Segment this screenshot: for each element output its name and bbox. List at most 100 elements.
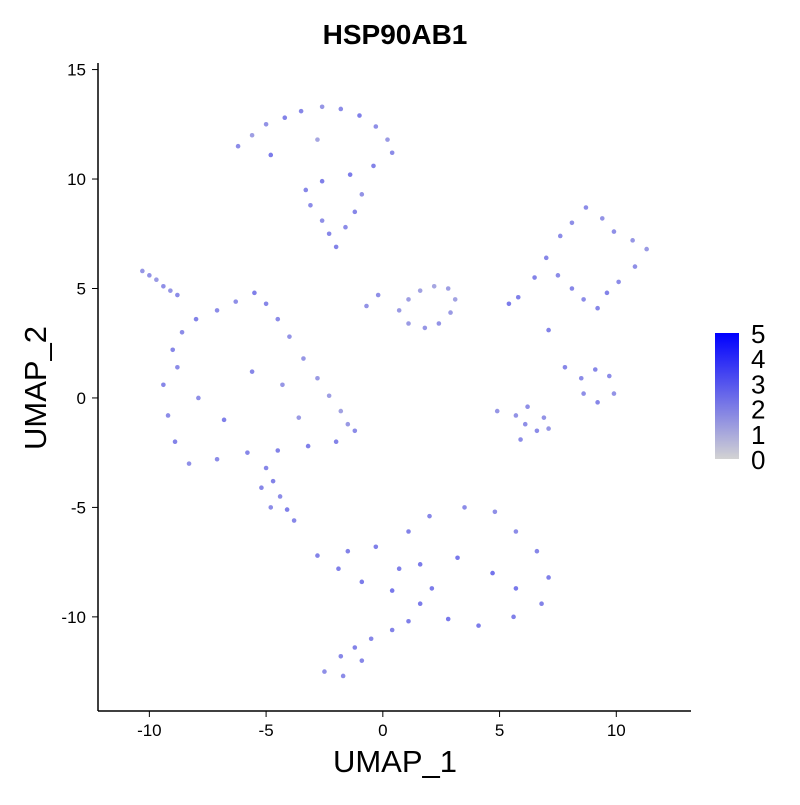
scatter-point-1-8 [357, 113, 362, 118]
scatter-point-6-7 [611, 229, 617, 234]
scatter-point-2-8 [275, 316, 281, 322]
x-tick-label-5: 10 [607, 721, 626, 740]
scatter-point-6-5 [583, 205, 589, 210]
scatter-point-1-6 [319, 104, 325, 110]
x-tick-label-3: 0 [378, 721, 387, 740]
scatter-point-2-3 [193, 316, 199, 322]
scatter-point-1-2 [249, 132, 255, 138]
scatter-point-1-19 [333, 244, 339, 250]
scatter-point-2-16 [333, 439, 339, 445]
scatter-point-2-13 [338, 408, 344, 414]
legend-gradient-bar [715, 333, 739, 459]
scatter-point-4-4 [284, 507, 290, 512]
x-tick-label-2: -5 [259, 721, 274, 740]
scatter-point-5-10 [406, 321, 411, 326]
scatter-point-6-8 [630, 238, 635, 243]
scatter-point-1-21 [352, 209, 358, 215]
scatter-point-4-3 [277, 494, 283, 499]
scatter-point-1-11 [389, 150, 395, 156]
scatter-point-2-11 [315, 375, 320, 381]
scatter-point-1-10 [385, 137, 390, 142]
legend-label-2: 4 [751, 344, 765, 374]
scatter-point-4-7 [259, 485, 264, 491]
scatter-point-3-3 [154, 277, 159, 283]
scatter-point-6-13 [595, 305, 600, 311]
scatter-point-2-28 [249, 369, 255, 374]
scatter-point-1-9 [373, 124, 379, 129]
scatter-point-2-26 [196, 395, 201, 401]
scatter-point-8-14 [462, 505, 467, 510]
scatter-point-8-29 [406, 618, 411, 624]
scatter-point-5-7 [448, 310, 453, 315]
scatter-point-2-24 [161, 382, 166, 388]
scatter-point-2-5 [233, 299, 239, 304]
scatter-point-2-30 [296, 415, 302, 420]
scatter-point-1-3 [263, 122, 269, 127]
scatter-point-8-28 [389, 627, 395, 633]
scatter-point-3-4 [161, 284, 166, 289]
scatter-point-1-20 [343, 224, 348, 230]
scatter-point-2-9 [287, 334, 292, 339]
scatter-point-1-7 [338, 106, 344, 112]
scatter-point-6-3 [557, 233, 563, 239]
scatter-point-2-23 [165, 413, 171, 418]
legend-label-3: 3 [751, 369, 765, 399]
scatter-point-4-1 [263, 465, 269, 471]
scatter-point-2-21 [186, 461, 192, 466]
scatter-point-1-12 [371, 163, 376, 169]
scatter-point-8-6 [445, 616, 451, 622]
scatter-point-1-16 [308, 203, 313, 208]
scatter-point-6-22 [592, 367, 598, 372]
scatter-point-6-12 [604, 290, 610, 296]
scatter-point-8-22 [513, 586, 519, 591]
scatter-point-6-25 [595, 400, 600, 405]
scatter-point-6-10 [632, 264, 638, 269]
scatter-point-3-2 [147, 273, 152, 278]
scatter-point-8-25 [338, 653, 344, 659]
scatter-point-7-6 [525, 404, 530, 410]
scatter-point-6-26 [581, 391, 586, 396]
scatter-point-2-2 [179, 329, 185, 335]
scatter-point-8-2 [336, 566, 341, 571]
scatter-point-7-3 [534, 428, 540, 434]
scatter-point-6-16 [555, 273, 561, 278]
scatter-point-8-26 [352, 645, 358, 650]
y-axis-ticks: -10 -5 0 5 10 15 [61, 61, 98, 627]
scatter-point-6-19 [546, 327, 551, 333]
scatter-point-2-17 [305, 443, 311, 449]
scatter-point-8-27 [368, 636, 374, 642]
scatter-point-1-4 [282, 115, 288, 121]
chart-title: HSP90AB1 [323, 19, 468, 50]
scatter-point-4-2 [270, 478, 276, 484]
scatter-point-6-14 [581, 297, 586, 302]
scatter-point-8-24 [396, 566, 402, 571]
scatter-point-6-9 [644, 246, 649, 252]
scatter-point-8-19 [417, 562, 423, 567]
scatter-point-2-25 [175, 365, 180, 370]
scatter-point-8-32 [359, 658, 365, 663]
scatter-point-2-29 [280, 382, 285, 388]
scatter-point-7-7 [518, 437, 523, 442]
scatter-point-1-1 [235, 143, 241, 149]
scatter-point-3-5 [168, 288, 173, 293]
scatter-point-2-4 [214, 308, 220, 313]
scatter-point-8-7 [476, 623, 481, 628]
scatter-point-2-19 [245, 450, 250, 455]
scatter-point-7-8 [494, 408, 500, 414]
y-axis-label: UMAP_2 [18, 326, 53, 450]
scatter-point-1-22 [359, 192, 365, 197]
legend-label-5: 1 [751, 420, 765, 450]
scatter-point-5-8 [436, 321, 442, 326]
scatter-point-1-24 [268, 152, 274, 158]
scatter-point-5-6 [452, 297, 458, 302]
scatter-point-6-20 [562, 365, 568, 370]
scatter-point-6-17 [515, 294, 521, 300]
x-axis-label: UMAP_1 [333, 744, 457, 779]
scatter-point-8-18 [345, 548, 351, 554]
scatter-point-3-1 [140, 268, 145, 274]
legend-label-1: 5 [751, 319, 765, 349]
scatter-point-8-17 [373, 544, 379, 550]
